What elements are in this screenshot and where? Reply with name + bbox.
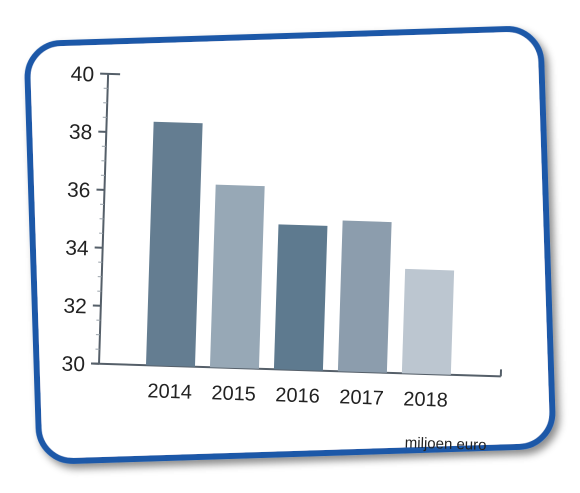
bar-2016	[273, 224, 328, 371]
bar-2018	[401, 268, 455, 375]
bar-2017	[337, 220, 392, 373]
y-tick-label: 40	[70, 63, 94, 87]
x-tick-label: 2017	[339, 386, 384, 409]
unit-label: miljoen euro	[405, 434, 487, 454]
x-tick-label: 2015	[211, 382, 256, 405]
y-major-tick	[100, 72, 121, 76]
x-tick-label: 2014	[147, 380, 192, 403]
bars	[145, 121, 455, 375]
y-ticks: 30 32 34 36 38 40	[61, 63, 121, 377]
bar-chart: 30 32 34 36 38 40 2014 2015 2016 2017 2018 miljoe…	[61, 63, 503, 454]
y-tick-label: 36	[67, 179, 91, 203]
x-tick-label: 2016	[275, 384, 320, 407]
y-tick-label: 30	[61, 353, 85, 377]
x-tick-label: 2018	[403, 388, 448, 411]
y-tick-label: 38	[69, 121, 93, 145]
x-tick-labels: 2014 2015 2016 2017 2018	[147, 380, 448, 411]
y-tick-label: 32	[63, 295, 87, 319]
y-tick-label: 34	[65, 237, 89, 261]
bar-2014	[145, 121, 203, 367]
bar-2015	[209, 184, 265, 369]
